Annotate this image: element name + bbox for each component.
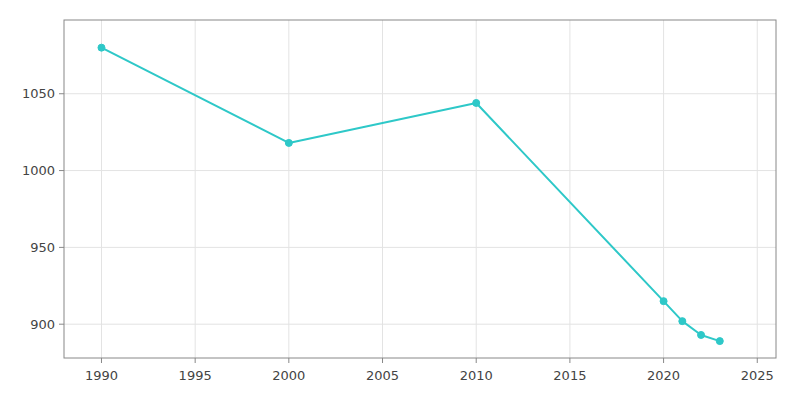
- x-tick-label: 2000: [272, 368, 305, 383]
- x-tick: [476, 358, 477, 363]
- y-tick-label: 1050: [22, 86, 55, 101]
- y-tick-label: 900: [30, 317, 55, 332]
- y-tick: [59, 93, 64, 94]
- point: [698, 331, 705, 338]
- x-tick: [288, 358, 289, 363]
- x-tick-label: 1990: [85, 368, 118, 383]
- x-grid-line: [569, 20, 570, 358]
- y-grid-line: [64, 324, 776, 325]
- plot-frame: [64, 20, 776, 358]
- x-tick: [101, 358, 102, 363]
- x-tick: [382, 358, 383, 363]
- x-grid-line: [663, 20, 664, 358]
- grid: [64, 20, 776, 358]
- x-grid-line: [195, 20, 196, 358]
- chart: 1990 1995 2000 2005 2010 2015 2020 2025 900 950 10…: [0, 0, 800, 400]
- x-tick-label: 2010: [460, 368, 493, 383]
- x-tick: [757, 358, 758, 363]
- y-grid-line: [64, 93, 776, 94]
- point: [716, 338, 723, 345]
- point: [660, 298, 667, 305]
- x-tick-label: 2025: [741, 368, 774, 383]
- x-grid-line: [101, 20, 102, 358]
- page: {"chart_data": {"type": "line", "x": [19…: [0, 0, 800, 400]
- y-grid-line: [64, 170, 776, 171]
- y-tick: [59, 247, 64, 248]
- x-grid-line: [476, 20, 477, 358]
- x-tick: [663, 358, 664, 363]
- x-tick-label: 1995: [179, 368, 212, 383]
- y-tick-label: 950: [30, 240, 55, 255]
- x-tick-label: 2015: [553, 368, 586, 383]
- x-tick: [195, 358, 196, 363]
- point: [473, 99, 480, 106]
- axes: 1990 1995 2000 2005 2010 2015 2020 2025 900 950 10…: [22, 20, 776, 383]
- chart-container: 1990 1995 2000 2005 2010 2015 2020 2025 900 950 10…: [0, 0, 800, 400]
- y-grid-line: [64, 247, 776, 248]
- x-tick-label: 2005: [366, 368, 399, 383]
- y-tick-label: 1000: [22, 163, 55, 178]
- point: [285, 139, 292, 146]
- x-tick-label: 2020: [647, 368, 680, 383]
- x-tick: [569, 358, 570, 363]
- x-grid-line: [757, 20, 758, 358]
- x-grid-line: [382, 20, 383, 358]
- line: [101, 48, 719, 341]
- series: [98, 44, 723, 344]
- point: [98, 44, 105, 51]
- y-tick: [59, 324, 64, 325]
- point: [679, 318, 686, 325]
- y-tick: [59, 170, 64, 171]
- x-grid-line: [288, 20, 289, 358]
